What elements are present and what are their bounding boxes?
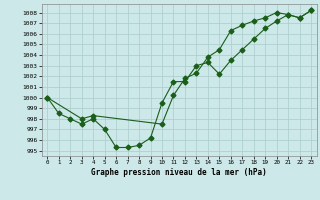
X-axis label: Graphe pression niveau de la mer (hPa): Graphe pression niveau de la mer (hPa)	[91, 168, 267, 177]
